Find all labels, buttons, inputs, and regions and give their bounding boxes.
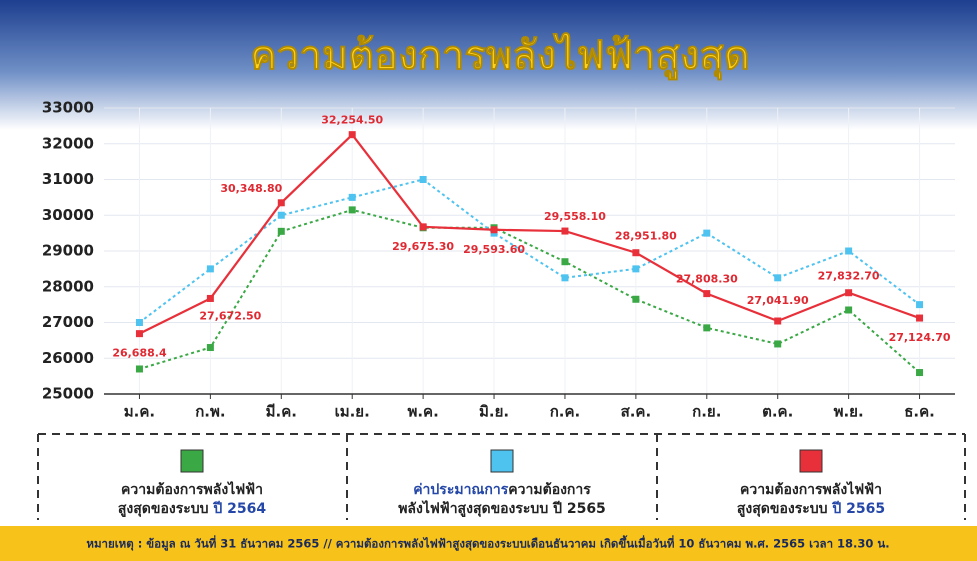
legend-swatch [799, 449, 823, 473]
legend-label-part: ค่าประมาณการ [413, 482, 509, 498]
legend-swatch [490, 449, 514, 473]
legend-label: สูงสุดของระบบ ปี 2565 [737, 501, 885, 517]
x-tick-label: ธ.ค. [904, 403, 935, 421]
note-band [0, 526, 977, 561]
point-marker [916, 314, 924, 322]
legend-label: สูงสุดของระบบ ปี 2564 [118, 501, 267, 517]
point-marker [206, 294, 214, 302]
y-tick-label: 29000 [42, 242, 94, 260]
y-tick-label: 28000 [42, 277, 94, 295]
y-tick-label: 31000 [42, 170, 94, 188]
x-tick-label: ก.ย. [692, 403, 721, 421]
y-tick-label: 32000 [42, 134, 94, 152]
data-label: 29,593.60 [463, 243, 525, 256]
point-marker [419, 176, 427, 183]
y-tick-label: 27000 [42, 313, 94, 331]
point-marker [845, 289, 853, 297]
point-marker [419, 223, 427, 231]
data-label: 27,808.30 [676, 273, 738, 286]
point-marker [561, 227, 569, 235]
point-marker [206, 265, 214, 273]
data-label: 27,672.50 [199, 309, 261, 322]
data-label: 27,041.90 [747, 294, 809, 307]
legend-label: พลังไฟฟ้าสูงสุดของระบบ ปี 2565 [398, 499, 606, 517]
x-tick-label: พ.ค. [407, 403, 438, 421]
point-marker [774, 317, 782, 325]
point-marker [703, 324, 711, 332]
legend-label: ค่าประมาณการความต้องการ [413, 482, 591, 498]
y-tick-label: 30000 [42, 206, 94, 224]
point-marker [916, 301, 924, 309]
point-marker [348, 206, 356, 214]
legend-label: ความต้องการพลังไฟฟ้า [121, 480, 263, 498]
point-marker [277, 199, 285, 207]
legend-swatch [180, 449, 204, 473]
point-marker [561, 258, 569, 266]
point-marker [135, 319, 143, 326]
point-marker [774, 340, 782, 348]
point-marker [632, 295, 640, 303]
y-tick-label: 33000 [42, 99, 94, 117]
note: หมายเหตุ : ข้อมูล ณ วันที่ 31 ธันวาคม 25… [86, 535, 889, 552]
y-tick-label: 25000 [42, 385, 94, 403]
legend-label-part: สูงสุดของระบบ [737, 501, 833, 517]
point-marker [561, 274, 569, 282]
x-tick-label: ส.ค. [621, 403, 652, 421]
data-label: 26,688.4 [112, 347, 167, 360]
point-marker [277, 227, 285, 235]
point-marker [703, 290, 711, 298]
legend-label-part: ความต้องการพลังไฟฟ้า [740, 480, 882, 498]
data-label: 29,675.30 [392, 240, 454, 253]
point-marker [348, 131, 356, 139]
point-marker [632, 249, 640, 257]
x-tick-label: ก.พ. [195, 403, 225, 421]
point-marker [632, 265, 640, 273]
point-marker [277, 211, 285, 219]
point-marker [845, 247, 853, 255]
data-label: 27,124.70 [889, 331, 951, 344]
data-label: 29,558.10 [544, 210, 606, 223]
x-tick-label: ม.ค. [124, 403, 155, 421]
data-label: 30,348.80 [220, 182, 282, 195]
legend-label: ความต้องการพลังไฟฟ้า [740, 480, 882, 498]
y-tick-label: 26000 [42, 349, 94, 367]
legend-label-part: ปี 2564 [212, 501, 266, 517]
point-marker [774, 274, 782, 282]
x-tick-label: ต.ค. [762, 403, 793, 421]
series-line [138, 178, 921, 324]
point-marker [206, 344, 214, 352]
legend-label-part: สูงสุดของระบบ [118, 501, 214, 517]
legend-label-part: ความต้องการพลังไฟฟ้า [121, 480, 263, 498]
data-label: 32,254.50 [321, 114, 383, 127]
point-marker [916, 369, 924, 377]
series-line [139, 208, 921, 374]
point-marker [490, 226, 498, 234]
x-tick-label: เม.ย. [335, 403, 370, 421]
point-marker [703, 229, 711, 237]
point-marker [348, 193, 356, 201]
data-label: 27,832.70 [818, 270, 880, 283]
x-tick-label: พ.ย. [834, 403, 864, 421]
legend-label-part: พลังไฟฟ้าสูงสุดของระบบ ปี 2565 [398, 499, 606, 517]
x-tick-label: มี.ค. [266, 403, 297, 421]
series-line [138, 133, 920, 335]
legend-label-part: ความต้องการ [508, 482, 591, 498]
x-tick-label: ก.ค. [550, 403, 581, 421]
data-label: 28,951.80 [615, 230, 677, 243]
point-marker [135, 330, 143, 338]
point-marker [135, 365, 143, 373]
chart-title: ความต้องการพลังไฟฟ้าสูงสุด [250, 32, 750, 81]
point-marker [845, 306, 853, 314]
x-tick-label: มิ.ย. [479, 403, 509, 421]
legend-label-part: ปี 2565 [831, 501, 885, 517]
